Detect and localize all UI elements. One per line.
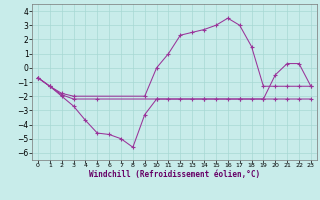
X-axis label: Windchill (Refroidissement éolien,°C): Windchill (Refroidissement éolien,°C) (89, 170, 260, 179)
